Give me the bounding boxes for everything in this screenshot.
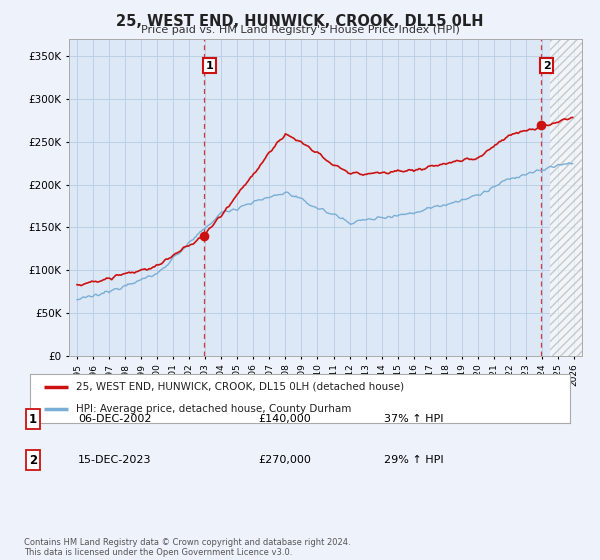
Text: 2: 2: [543, 60, 551, 71]
Text: HPI: Average price, detached house, County Durham: HPI: Average price, detached house, Coun…: [76, 404, 351, 414]
Bar: [550, 39, 582, 356]
Text: 1: 1: [206, 60, 214, 71]
Text: 06-DEC-2002: 06-DEC-2002: [78, 414, 151, 424]
Text: Price paid vs. HM Land Registry's House Price Index (HPI): Price paid vs. HM Land Registry's House …: [140, 25, 460, 35]
Text: 29% ↑ HPI: 29% ↑ HPI: [384, 455, 443, 465]
Text: Contains HM Land Registry data © Crown copyright and database right 2024.
This d: Contains HM Land Registry data © Crown c…: [24, 538, 350, 557]
Text: 25, WEST END, HUNWICK, CROOK, DL15 0LH: 25, WEST END, HUNWICK, CROOK, DL15 0LH: [116, 14, 484, 29]
Text: 37% ↑ HPI: 37% ↑ HPI: [384, 414, 443, 424]
Text: 2: 2: [29, 454, 37, 466]
Text: 1: 1: [29, 413, 37, 426]
Text: £140,000: £140,000: [258, 414, 311, 424]
Text: 25, WEST END, HUNWICK, CROOK, DL15 0LH (detached house): 25, WEST END, HUNWICK, CROOK, DL15 0LH (…: [76, 382, 404, 392]
Text: £270,000: £270,000: [258, 455, 311, 465]
Text: 15-DEC-2023: 15-DEC-2023: [78, 455, 151, 465]
